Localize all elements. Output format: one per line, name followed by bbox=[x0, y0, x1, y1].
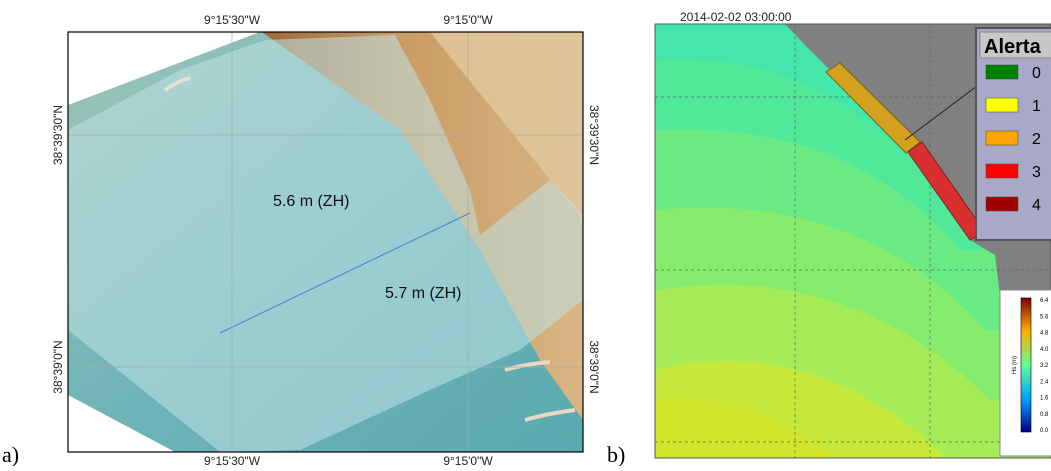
zone-label: 5.7 m (ZH) bbox=[385, 285, 461, 302]
legend-swatch bbox=[986, 197, 1018, 211]
colorbar-tick: 5.6 bbox=[1040, 314, 1049, 320]
map-a bbox=[68, 32, 583, 452]
legend-label: 1 bbox=[1032, 98, 1041, 115]
figure: 5.6 m (ZH) 5.7 m (ZH) 9°15'30"W 9°15'0"W… bbox=[0, 0, 1051, 466]
legend-label: 0 bbox=[1032, 65, 1041, 82]
colorbar-tick: 0.0 bbox=[1040, 428, 1049, 434]
legend-swatch bbox=[986, 98, 1018, 112]
legend-label: 2 bbox=[1032, 131, 1041, 148]
colorbar-tick: 6.4 bbox=[1040, 298, 1049, 304]
lon-label: 9°15'0"W bbox=[443, 454, 493, 466]
zone-label: 5.6 m (ZH) bbox=[273, 193, 349, 210]
lat-label: 38°39'30"N bbox=[51, 105, 65, 165]
legend-swatch bbox=[986, 131, 1018, 145]
colorbar-tick: 4.8 bbox=[1040, 331, 1049, 337]
lon-label: 9°15'30"W bbox=[204, 13, 261, 27]
colorbar-tick: 0.8 bbox=[1040, 412, 1049, 418]
lat-label: 38°39'0"N bbox=[587, 340, 601, 393]
colorbar-title: Hs (m) bbox=[1012, 356, 1018, 374]
legend-label: 3 bbox=[1032, 164, 1041, 181]
lat-label: 38°39'30"N bbox=[587, 105, 601, 165]
colorbar-tick: 3.2 bbox=[1040, 363, 1049, 369]
colorbar-tick: 1.6 bbox=[1040, 396, 1049, 402]
lon-label: 9°15'30"W bbox=[204, 454, 261, 466]
panel-label: b) bbox=[607, 442, 625, 466]
legend-label: 4 bbox=[1032, 197, 1041, 214]
legend-swatch bbox=[986, 65, 1018, 79]
colorbar-tick: 4.0 bbox=[1040, 347, 1049, 353]
timestamp: 2014-02-02 03:00:00 bbox=[680, 10, 792, 24]
panel-label: a) bbox=[2, 442, 19, 466]
colorbar: Hs (m) 6.4 5.6 4.8 4.0 3.2 2.4 1.6 0.8 0.0 bbox=[1000, 290, 1051, 456]
legend-swatch bbox=[986, 164, 1018, 178]
lon-label: 9°15'0"W bbox=[443, 13, 493, 27]
lat-label: 38°39'0"N bbox=[51, 340, 65, 393]
alert-legend: Alerta 0 1 2 3 4 bbox=[976, 28, 1051, 240]
colorbar-tick: 2.4 bbox=[1040, 379, 1049, 385]
legend-title: Alerta bbox=[984, 36, 1042, 58]
